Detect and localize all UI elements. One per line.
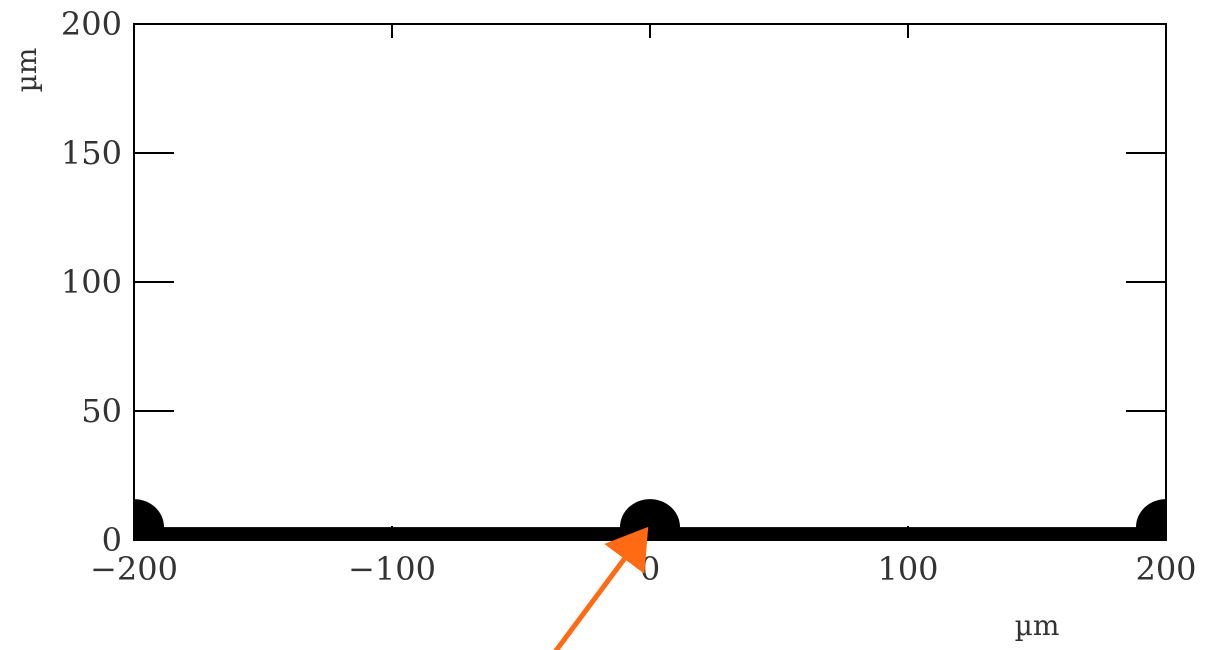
field-line-29 xyxy=(126,535,127,536)
x-tick-label: 100 xyxy=(877,550,938,588)
x-axis-unit-label: µm xyxy=(1015,609,1060,642)
field-line-73 xyxy=(1173,537,1174,538)
strip-blob-0 xyxy=(134,499,164,540)
field-line-31 xyxy=(125,537,126,538)
x-tick-label: −200 xyxy=(90,550,178,588)
field-line-27 xyxy=(127,534,128,535)
field-line-25 xyxy=(128,533,129,534)
field-line-80 xyxy=(1170,532,1171,533)
field-line-74 xyxy=(1173,536,1174,537)
field-line-24 xyxy=(129,532,130,533)
y-tick-label: 150 xyxy=(61,134,122,172)
x-tick-label: 200 xyxy=(1135,550,1196,588)
plot-frame xyxy=(133,23,1167,541)
field-line-81 xyxy=(1170,532,1171,533)
annotation-arrow xyxy=(553,526,649,650)
field-line-28 xyxy=(126,535,127,536)
field-line-30 xyxy=(126,536,127,537)
field-line-21 xyxy=(131,531,132,532)
field-line-76 xyxy=(1172,535,1173,536)
y-axis-unit-label: µm xyxy=(10,48,43,93)
y-tick-label: 200 xyxy=(61,5,122,43)
field-line-79 xyxy=(1171,533,1172,534)
field-line-83 xyxy=(1169,531,1170,532)
x-axis: −200 −100 0 100 200 xyxy=(90,24,1197,588)
x-tick-label: 0 xyxy=(640,550,660,588)
strip-blob-2 xyxy=(1136,499,1166,540)
y-axis: 0 50 100 150 200 xyxy=(61,5,1166,559)
x-tick-label: −100 xyxy=(348,550,436,588)
field-line-23 xyxy=(129,532,130,533)
y-tick-label: 0 xyxy=(102,521,122,559)
field-line-77 xyxy=(1172,534,1173,535)
field-line-82 xyxy=(1169,532,1170,533)
field-line-75 xyxy=(1173,535,1174,536)
field-line-26 xyxy=(127,533,128,534)
y-tick-label: 50 xyxy=(81,392,122,430)
strip-blobs xyxy=(134,499,1166,540)
field-line-78 xyxy=(1172,533,1173,534)
y-tick-label: 100 xyxy=(61,263,122,301)
field-line-22 xyxy=(130,532,131,533)
